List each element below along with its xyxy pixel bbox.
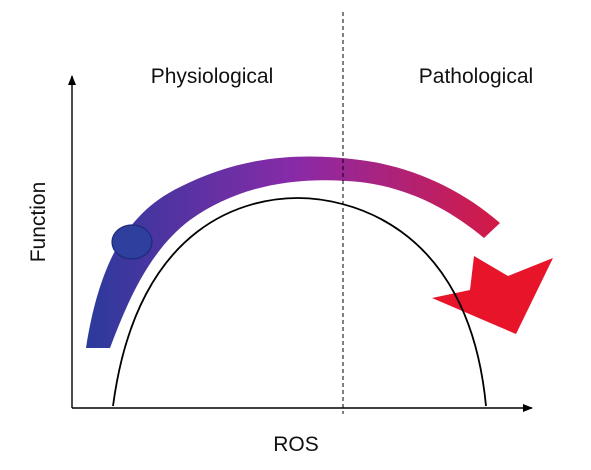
pathological-label: Pathological	[419, 65, 533, 88]
physiological-label: Physiological	[151, 65, 274, 88]
position-marker	[111, 224, 153, 260]
y-axis-label: Function	[27, 182, 50, 263]
arrow-head	[432, 256, 553, 334]
gradient-arrow	[86, 156, 553, 348]
x-axis-label: ROS	[273, 433, 319, 456]
function-curve	[112, 197, 487, 407]
arrow-band	[86, 156, 500, 348]
